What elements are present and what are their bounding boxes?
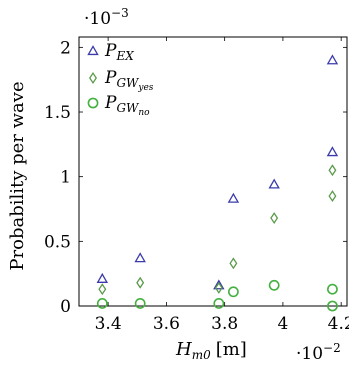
y-tick-label: 0 xyxy=(60,297,71,317)
x-multiplier: ·10−2 xyxy=(296,341,341,364)
data-point xyxy=(326,54,339,65)
legend-item: PGWno xyxy=(87,93,150,118)
data-point xyxy=(136,276,145,289)
data-point xyxy=(326,146,339,157)
series-diamond xyxy=(98,164,337,296)
ticks: 3.4 3.6 3.8 4 4.2 0 0.5 1 1.5 2 xyxy=(44,37,349,334)
x-tick-label: 3.8 xyxy=(211,314,238,334)
legend-item: PGWyes xyxy=(89,68,154,93)
x-tick-label: 4 xyxy=(277,314,288,334)
legend-marker xyxy=(87,97,99,109)
data-points xyxy=(96,54,339,312)
legend-marker xyxy=(87,45,99,56)
data-point xyxy=(214,281,223,294)
series-triangle xyxy=(96,54,339,290)
y-tick-label: 2 xyxy=(60,38,71,58)
data-point xyxy=(268,178,280,189)
y-multiplier-exp: −3 xyxy=(111,6,129,20)
data-point xyxy=(328,190,337,203)
y-tick-label: 1 xyxy=(60,168,71,188)
data-point xyxy=(227,192,240,203)
data-point xyxy=(98,283,107,296)
data-point xyxy=(327,283,338,295)
plot-frame xyxy=(78,36,348,307)
y-multiplier: ·10−3 xyxy=(84,6,129,29)
legend-label: PEX xyxy=(104,41,134,63)
y-tick-label: 1.5 xyxy=(44,103,71,123)
data-point xyxy=(327,300,338,312)
data-point xyxy=(229,257,238,270)
legend-label: PGWno xyxy=(104,93,150,118)
data-point xyxy=(328,164,337,177)
legend-item: PEX xyxy=(87,41,134,63)
data-point xyxy=(134,252,146,263)
x-tick-label: 4.2 xyxy=(328,314,349,334)
data-point xyxy=(268,279,280,291)
data-point xyxy=(270,212,279,225)
series-circle xyxy=(96,279,338,312)
x-tick-label: 3.6 xyxy=(153,314,180,334)
legend-marker xyxy=(89,72,97,84)
data-point xyxy=(134,298,146,309)
axes-frame xyxy=(78,36,348,307)
y-axis-label: Probability per wave xyxy=(7,81,28,270)
x-axis-label: Hm0 [m] xyxy=(175,339,247,362)
data-point xyxy=(213,298,225,309)
data-point xyxy=(96,298,108,309)
y-tick-label: 0.5 xyxy=(44,232,71,252)
x-tick-label: 3.4 xyxy=(95,314,122,334)
data-point xyxy=(213,279,225,290)
data-point xyxy=(227,286,239,298)
data-point xyxy=(96,272,109,283)
legend-label: PGWyes xyxy=(104,68,154,93)
